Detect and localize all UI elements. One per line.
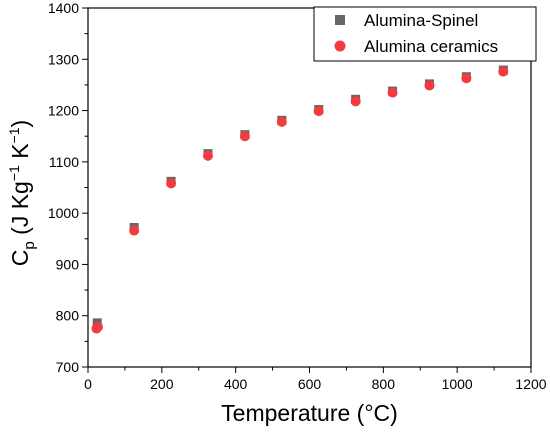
x-axis-title: Temperature (°C) [221, 400, 398, 426]
alumina-ceramics-point [498, 66, 509, 77]
alumina-ceramics-point [129, 225, 140, 236]
x-tick-label: 400 [224, 376, 248, 392]
y-tick-label: 900 [56, 256, 80, 272]
data-points [91, 65, 509, 334]
alumina-ceramics-point [202, 150, 213, 161]
axes [82, 7, 532, 373]
y-axis-title: Cp (J Kg−1 K−1) [6, 120, 38, 266]
alumina-ceramics-point [461, 73, 472, 84]
y-tick-label: 1100 [49, 154, 79, 170]
legend: Alumina-Spinel Alumina ceramics [313, 6, 537, 62]
alumina-ceramics-point [313, 106, 324, 117]
x-tick-label: 1200 [515, 376, 546, 392]
legend-square-marker [335, 15, 345, 25]
tick-labels: 0 200 400 600 800 1000 1200 700 800 900 1000 1100 12… [48, 0, 547, 392]
legend-label-alumina-ceramics: Alumina ceramics [364, 37, 498, 56]
alumina-ceramics-point [276, 116, 287, 127]
x-tick-label: 600 [298, 376, 322, 392]
alumina-ceramics-point [92, 321, 103, 332]
x-tick-label: 1000 [442, 376, 473, 392]
alumina-ceramics-point [166, 178, 177, 189]
y-tick-label: 800 [56, 308, 80, 324]
y-tick-label: 1300 [48, 51, 79, 67]
plot-frame [87, 7, 532, 368]
legend-label-alumina-spinel: Alumina-Spinel [364, 11, 478, 30]
legend-box [313, 6, 537, 62]
x-tick-label: 200 [150, 376, 174, 392]
y-tick-label: 1200 [48, 103, 79, 119]
legend-circle-marker [334, 40, 346, 52]
x-tick-label: 800 [372, 376, 396, 392]
alumina-ceramics-point [387, 87, 398, 98]
alumina-ceramics-point [424, 80, 435, 91]
alumina-ceramics-point [239, 131, 250, 142]
y-tick-label: 1400 [48, 0, 79, 16]
y-tick-label: 700 [56, 359, 80, 375]
x-tick-label: 0 [84, 376, 92, 392]
y-tick-label: 1000 [48, 205, 79, 221]
alumina-ceramics-point [350, 96, 361, 107]
